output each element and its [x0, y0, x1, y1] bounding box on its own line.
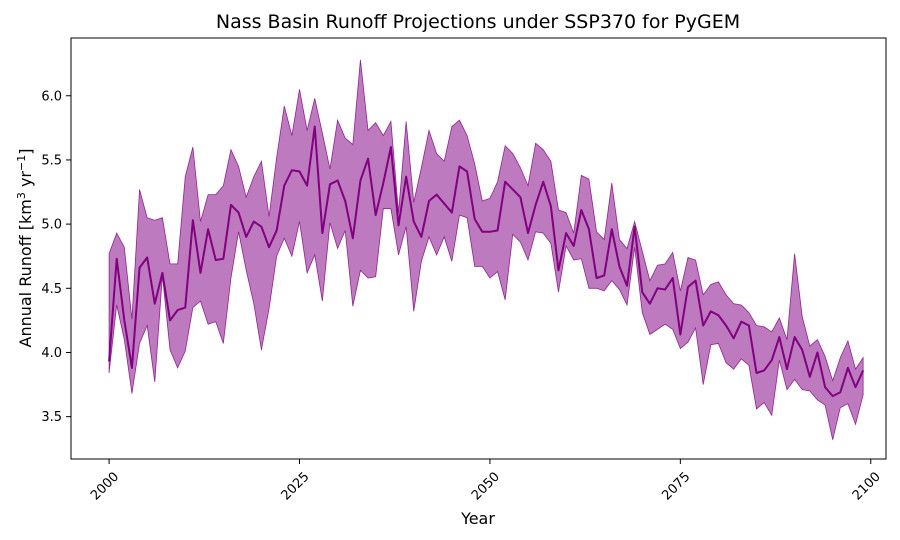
chart-title: Nass Basin Runoff Projections under SSP3…	[216, 11, 740, 33]
y-axis-label-sup1: 3	[15, 192, 28, 199]
x-tick-label: 2000	[88, 469, 122, 503]
y-axis-label-main: Annual Runoff [km	[16, 199, 35, 347]
y-axis-label-mid: yr	[16, 171, 35, 193]
y-tick-label: 5.5	[41, 153, 62, 168]
mean-runoff-line	[108, 125, 865, 398]
y-tick-label: 4.0	[41, 346, 62, 361]
y-tick-label: 6.0	[41, 89, 62, 104]
plot-frame	[70, 37, 887, 460]
x-tick-label: 2050	[469, 469, 503, 503]
y-tick-label: 3.5	[41, 410, 62, 425]
y-tick-label: 4.5	[41, 282, 62, 297]
plot-area	[108, 59, 865, 440]
y-tick-label: 5.0	[41, 218, 62, 233]
x-axis-label: Year	[460, 509, 495, 528]
y-axis-label-sup2: −1	[15, 155, 28, 171]
x-axis: 2000 2025 2050 2075 2100	[88, 459, 884, 503]
y-axis-label-end: ]	[16, 149, 35, 155]
x-tick-label: 2075	[659, 469, 693, 503]
x-tick-label: 2100	[850, 469, 884, 503]
uncertainty-band	[108, 59, 864, 440]
x-tick-label: 2025	[279, 469, 313, 503]
y-axis-label: Annual Runoff [km3 yr−1]	[15, 149, 35, 348]
y-axis: 3.5 4.0 4.5 5.0 5.5 6.0	[41, 89, 71, 425]
